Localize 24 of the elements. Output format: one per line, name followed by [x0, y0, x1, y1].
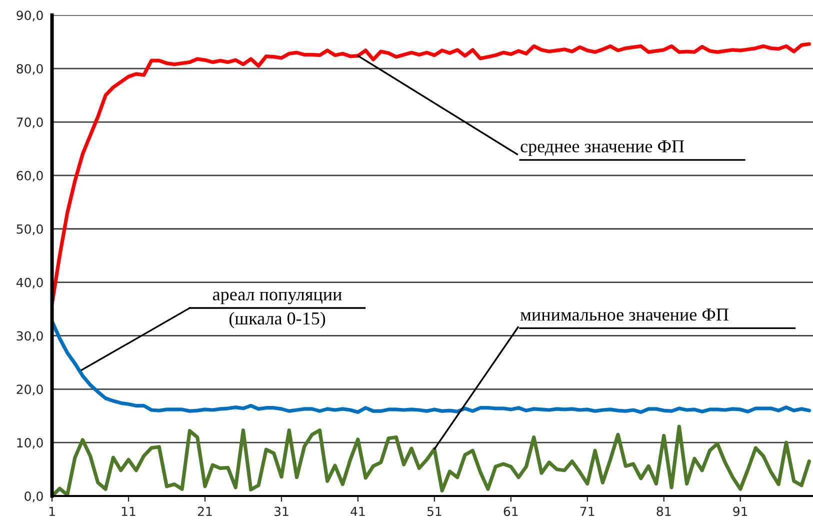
annotation: минимальное значение ФП [520, 308, 728, 321]
y-tick-label: 90,0 [16, 10, 43, 22]
x-tick-label: 61 [504, 506, 518, 516]
x-tick-label: 41 [350, 506, 365, 516]
x-tick-label: 11 [122, 506, 136, 516]
x-tick-label: 91 [733, 506, 748, 516]
x-tick-label: 21 [198, 506, 212, 516]
y-tick-label: 20,0 [16, 384, 43, 396]
annotation: среднее значение ФП [520, 140, 684, 156]
x-tick-label: 81 [656, 506, 671, 516]
x-tick-label: 31 [274, 506, 288, 516]
y-tick-label: 10,0 [17, 438, 43, 449]
line-series [52, 424, 811, 496]
annotation: ареал популяции (шкала 0-15) [212, 292, 342, 328]
y-tick-label: 0,0 [24, 491, 43, 502]
x-tick-label: 51 [427, 506, 442, 516]
x-tick-label: 1 [49, 506, 55, 516]
y-tick-label: 40,0 [16, 278, 43, 289]
x-tick-label: 71 [580, 506, 594, 516]
y-tick-label: 30,0 [16, 331, 43, 342]
y-tick-label: 60,0 [16, 170, 43, 182]
y-tick-label: 80,0 [16, 64, 43, 75]
y-tick-label: 50,0 [16, 224, 43, 236]
y-tick-label: 70,0 [16, 117, 43, 128]
